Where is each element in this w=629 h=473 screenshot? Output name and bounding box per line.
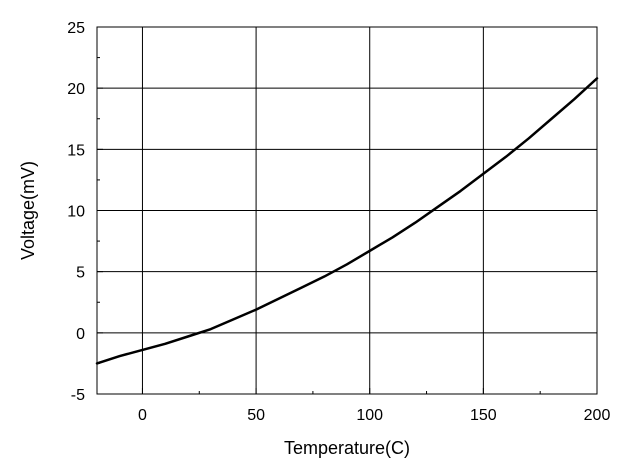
- y-axis-title: Voltage(mV): [18, 161, 38, 260]
- x-tick-label: 100: [356, 407, 383, 424]
- y-tick-label: 25: [67, 20, 85, 37]
- tick-labels: 0 50 100 150 200 -5 0 5 10 15 20 25: [67, 20, 610, 424]
- y-tick-label: 5: [76, 265, 85, 282]
- series-layer: [95, 77, 599, 365]
- x-tick-label: 150: [470, 407, 497, 424]
- series-line-1: [95, 77, 599, 365]
- y-tick-label: 10: [67, 204, 85, 221]
- x-axis-title: Temperature(C): [284, 438, 410, 458]
- plot-frame: [96, 26, 598, 395]
- x-tick-label: 0: [138, 407, 147, 424]
- y-tick-label: 15: [67, 142, 85, 159]
- y-tick-label: 0: [76, 326, 85, 343]
- y-tick-label: -5: [71, 387, 85, 404]
- y-tick-label: 20: [67, 81, 85, 98]
- x-tick-label: 200: [584, 407, 611, 424]
- x-tick-label: 50: [247, 407, 265, 424]
- grid: [97, 27, 597, 394]
